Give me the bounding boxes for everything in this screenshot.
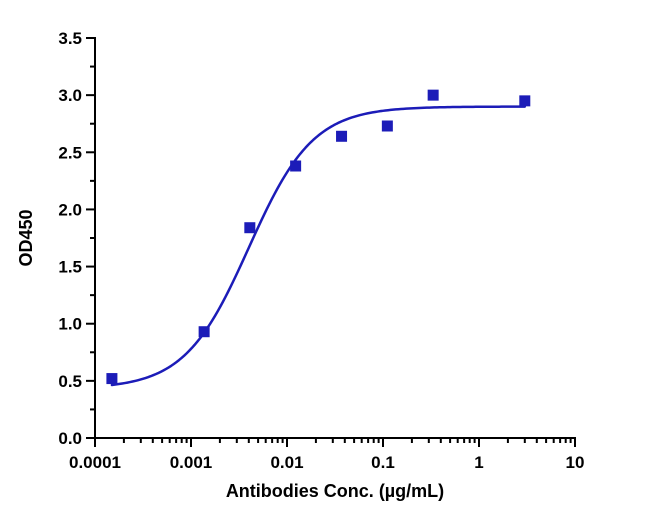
y-tick-label: 1.0	[58, 315, 82, 334]
y-axis-label: OD450	[16, 209, 36, 266]
data-point	[244, 222, 256, 234]
x-tick-label: 1	[474, 453, 483, 472]
x-axis-label: Antibodies Conc. (µg/mL)	[226, 481, 444, 501]
y-tick-label: 3.5	[58, 29, 82, 48]
y-tick-label: 1.5	[58, 258, 82, 277]
y-tick-label: 2.5	[58, 143, 82, 162]
data-point	[106, 373, 118, 385]
fit-curve	[110, 105, 527, 387]
x-tick-label: 0.1	[371, 453, 395, 472]
y-tick-label: 3.0	[58, 86, 82, 105]
data-point	[290, 160, 302, 172]
x-tick-label: 0.01	[270, 453, 303, 472]
data-point	[427, 89, 439, 101]
x-tick-label: 10	[566, 453, 585, 472]
y-tick-label: 0.0	[58, 429, 82, 448]
x-tick-label: 0.001	[170, 453, 213, 472]
x-tick-label: 0.0001	[69, 453, 121, 472]
data-point	[519, 95, 531, 107]
data-point	[381, 120, 393, 132]
y-tick-label: 0.5	[58, 372, 82, 391]
y-tick-label: 2.0	[58, 200, 82, 219]
data-point	[336, 130, 348, 142]
data-point	[198, 326, 210, 338]
